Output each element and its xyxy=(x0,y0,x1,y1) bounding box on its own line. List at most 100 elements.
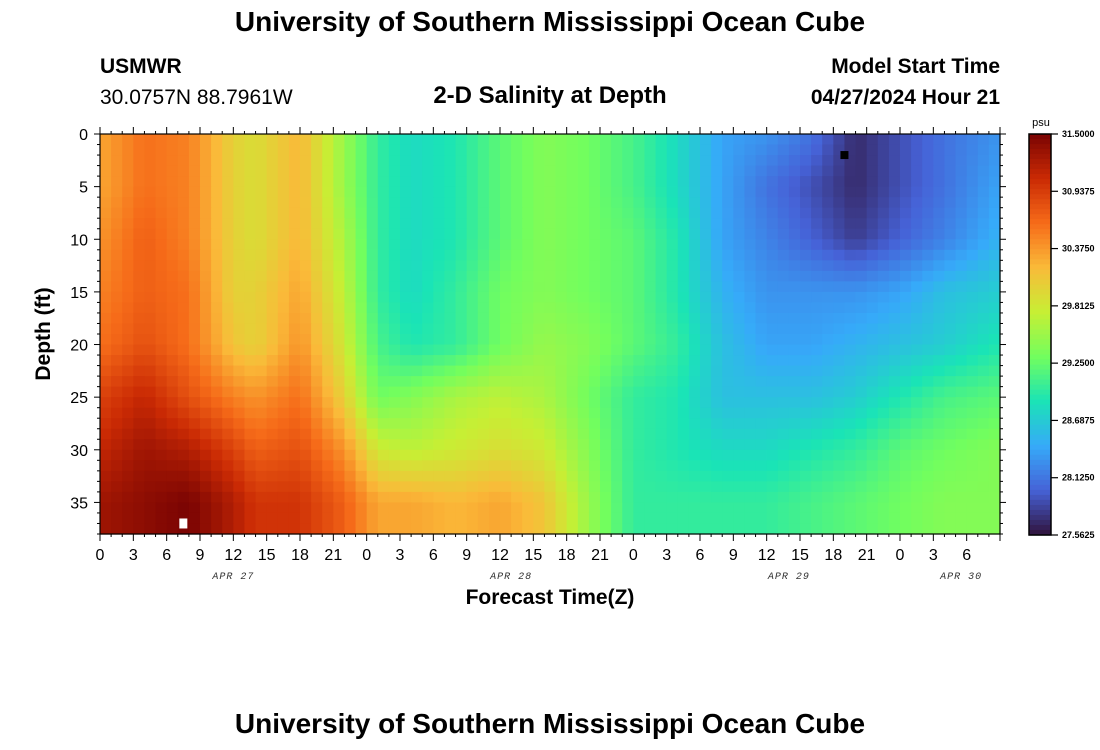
heatmap-cell xyxy=(733,134,746,146)
heatmap-cell xyxy=(300,186,312,198)
heatmap-cell xyxy=(322,249,334,261)
heatmap-cell xyxy=(300,365,312,377)
heatmap-cell xyxy=(133,249,146,261)
heatmap-cell xyxy=(100,418,112,430)
heatmap-cell xyxy=(722,176,734,188)
heatmap-cell xyxy=(844,144,857,156)
heatmap-cell xyxy=(666,228,679,240)
heatmap-cell xyxy=(744,365,757,377)
heatmap-cell xyxy=(577,418,590,430)
heatmap-cell xyxy=(822,502,834,514)
heatmap-cell xyxy=(411,218,423,230)
heatmap-cell xyxy=(711,376,723,388)
heatmap-cell xyxy=(866,523,879,535)
heatmap-cell xyxy=(233,176,246,188)
colorbar-label: 30.9375 xyxy=(1062,186,1095,196)
heatmap-cell xyxy=(477,239,490,251)
heatmap-cell xyxy=(866,239,879,251)
heatmap-cell xyxy=(488,355,501,367)
heatmap-cell xyxy=(900,355,912,367)
heatmap-cell xyxy=(544,470,557,482)
heatmap-cell xyxy=(966,397,979,409)
heatmap-cell xyxy=(211,165,223,177)
heatmap-cell xyxy=(644,407,657,419)
heatmap-cell xyxy=(955,344,968,356)
heatmap-cell xyxy=(144,176,157,188)
heatmap-cell xyxy=(766,323,779,335)
heatmap-cell xyxy=(788,449,801,461)
heatmap-cell xyxy=(577,155,590,167)
heatmap-cell xyxy=(711,197,723,209)
heatmap-cell xyxy=(444,407,457,419)
heatmap-cell xyxy=(755,197,768,209)
heatmap-cell xyxy=(733,218,746,230)
heatmap-cell xyxy=(755,155,768,167)
heatmap-cell xyxy=(644,176,657,188)
heatmap-cell xyxy=(277,312,290,325)
heatmap-cell xyxy=(133,481,146,493)
heatmap-cell xyxy=(855,365,868,377)
heatmap-cell xyxy=(277,207,290,219)
heatmap-cell xyxy=(388,155,401,167)
heatmap-cell xyxy=(177,460,190,472)
heatmap-cell xyxy=(377,207,390,219)
heatmap-cell xyxy=(455,365,468,377)
heatmap-cell xyxy=(888,302,901,314)
heatmap-cell xyxy=(655,376,668,388)
heatmap-cell xyxy=(644,228,657,240)
heatmap-cell xyxy=(544,228,557,240)
heatmap-cell xyxy=(955,207,968,219)
heatmap-cell xyxy=(588,197,601,209)
heatmap-cell xyxy=(811,491,823,504)
heatmap-cell xyxy=(366,491,379,504)
colorbar-band xyxy=(1029,204,1051,210)
heatmap-cell xyxy=(633,470,646,482)
heatmap-cell xyxy=(711,449,723,461)
heatmap-cell xyxy=(566,470,579,482)
heatmap-cell xyxy=(233,502,246,514)
heatmap-cell xyxy=(311,428,323,440)
heatmap-cell xyxy=(388,397,401,409)
heatmap-cell xyxy=(700,365,712,377)
heatmap-cell xyxy=(255,376,268,388)
colorbar-band xyxy=(1029,309,1051,316)
heatmap-cell xyxy=(800,470,812,482)
heatmap-cell xyxy=(633,460,646,472)
heatmap-cell xyxy=(433,376,446,388)
heatmap-cell xyxy=(133,302,146,314)
heatmap-cell xyxy=(566,207,579,219)
heatmap-cell xyxy=(144,439,157,451)
heatmap-cell xyxy=(333,144,346,156)
heatmap-cell xyxy=(266,376,279,388)
heatmap-cell xyxy=(522,344,534,356)
heatmap-cell xyxy=(133,355,146,367)
heatmap-cell xyxy=(311,281,323,293)
heatmap-cell xyxy=(477,512,490,525)
heatmap-cell xyxy=(988,281,1001,293)
heatmap-cell xyxy=(922,344,934,356)
heatmap-cell xyxy=(666,186,679,198)
heatmap-cell xyxy=(966,355,979,367)
heatmap-cell xyxy=(133,218,146,230)
heatmap-cell xyxy=(200,302,212,314)
heatmap-cell xyxy=(411,460,423,472)
heatmap-cell xyxy=(577,207,590,219)
x-tick-label: 3 xyxy=(929,547,938,564)
heatmap-cell xyxy=(400,365,412,377)
heatmap-cell xyxy=(822,386,834,398)
heatmap-cell xyxy=(555,176,568,188)
heatmap-cell xyxy=(422,439,434,451)
heatmap-cell xyxy=(177,502,190,514)
heatmap-cell xyxy=(866,260,879,272)
colorbar-band xyxy=(1029,324,1051,331)
heatmap-cell xyxy=(244,312,257,325)
heatmap-cell xyxy=(311,365,323,377)
heatmap-cell xyxy=(311,334,323,346)
heatmap-cell xyxy=(900,376,912,388)
heatmap-cell xyxy=(766,218,779,230)
heatmap-cell xyxy=(922,165,934,177)
heatmap-cell xyxy=(100,397,112,409)
heatmap-cell xyxy=(688,218,701,230)
heatmap-cell xyxy=(844,228,857,240)
heatmap-cell xyxy=(366,207,379,219)
